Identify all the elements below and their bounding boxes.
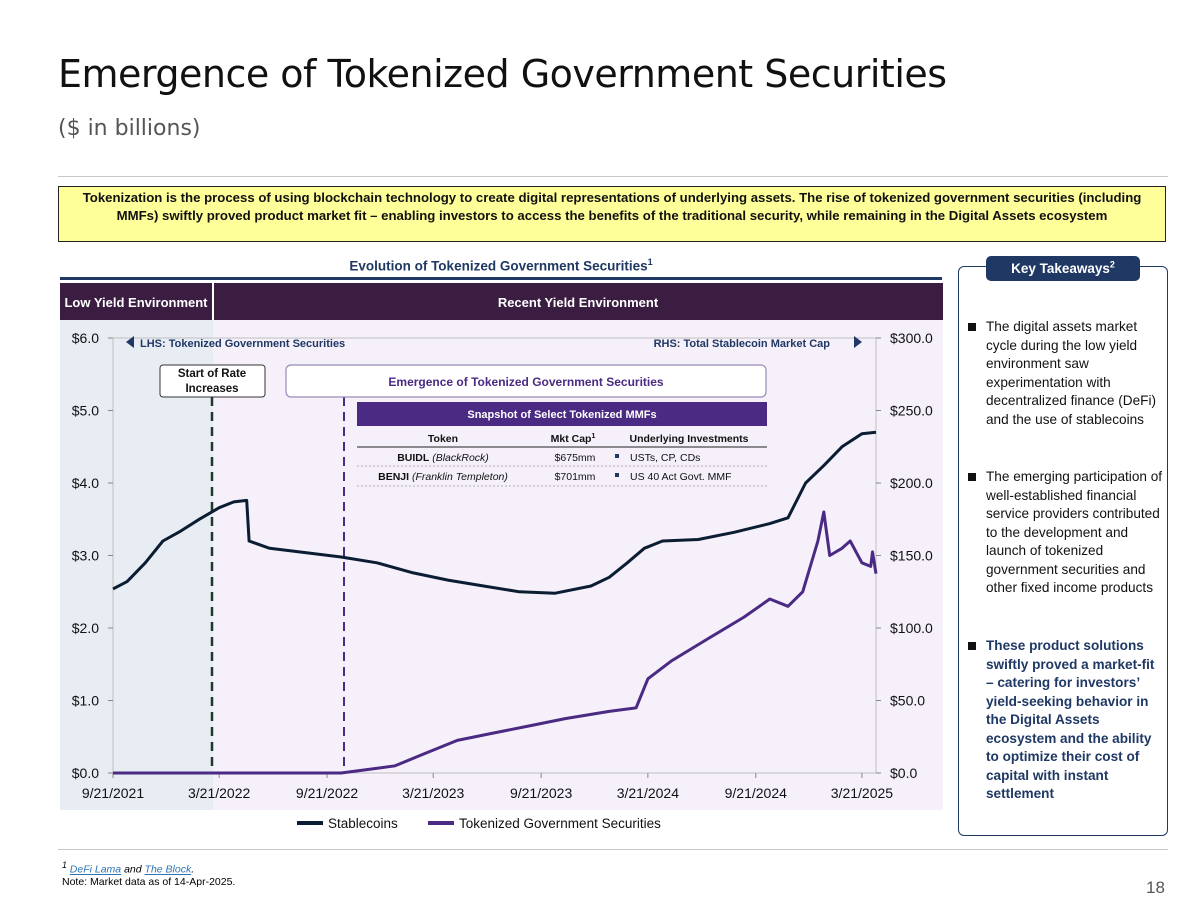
rhs-label: RHS: Total Stablecoin Market Cap [654,338,831,350]
mmf-col-mktcap: Mkt Cap1 [551,433,596,445]
footnote-sources: 1 DeFi Lama and The Block. [62,860,195,876]
rhs-arrow-icon [854,336,862,348]
mmf-row-mktcap: $675mm [555,452,596,464]
series-line-stablecoins [112,430,877,595]
y-right-tick-label: $50.0 [890,693,925,709]
mmf-row-underlying: US 40 Act Govt. MMF [630,471,732,483]
mmf-table-title: Snapshot of Select Tokenized MMFs [467,409,656,421]
y-right-tick-label: $250.0 [890,403,933,419]
y-left-tick-label: $5.0 [72,403,99,419]
header-divider [58,176,1168,177]
chart-title-rule [60,277,942,280]
y-right-tick-label: $100.0 [890,620,933,636]
square-bullet-icon [968,642,976,650]
band-low-yield-label: Low Yield Environment [64,295,208,310]
page-title: Emergence of Tokenized Government Securi… [58,52,947,96]
y-right-tick-label: $150.0 [890,548,933,564]
lhs-label: LHS: Tokenized Government Securities [140,338,345,350]
y-right-tick-label: $200.0 [890,475,933,491]
intro-callout: Tokenization is the process of using blo… [58,186,1166,242]
source-link-theblock[interactable]: The Block [144,863,192,876]
series-line-tokenized-govt-securities [113,510,878,775]
square-bullet-icon [968,473,976,481]
x-tick-label: 9/21/2023 [510,785,572,801]
low-yield-region [60,320,213,810]
market-data-note: Note: Market data as of 14-Apr-2025. [62,876,236,888]
mmf-col-token: Token [428,433,458,445]
x-tick-label: 3/21/2022 [188,785,250,801]
page-number: 18 [1146,878,1165,897]
mmf-row-underlying: USTs, CP, CDs [630,452,700,464]
band-recent-yield [214,283,943,320]
x-tick-label: 3/21/2024 [617,785,679,801]
mmf-table-header [357,402,767,426]
rate-increase-text-1: Start of Rate [178,368,246,380]
x-tick-label: 3/21/2025 [831,785,893,801]
lhs-arrow-icon [126,336,134,348]
source-link-defilama[interactable]: DeFi Lama [69,863,122,876]
x-tick-label: 9/21/2021 [82,785,144,801]
x-tick-label: 9/21/2024 [725,785,787,801]
band-low-yield [60,283,212,320]
y-left-tick-label: $6.0 [72,330,99,346]
y-left-tick-label: $0.0 [72,765,99,781]
mmf-row-mktcap: $701mm [555,471,596,483]
emergence-text: Emergence of Tokenized Government Securi… [388,375,664,389]
y-left-tick-label: $1.0 [72,693,99,709]
mmf-row-bullet-icon [615,473,619,477]
chart-title: Evolution of Tokenized Government Securi… [349,257,653,274]
y-right-tick-label: $300.0 [890,330,933,346]
mmf-col-underlying: Underlying Investments [629,433,748,445]
band-recent-yield-label: Recent Yield Environment [498,295,659,310]
legend-stablecoins-label: Stablecoins [328,816,398,831]
x-tick-label: 9/21/2022 [296,785,358,801]
square-bullet-icon [968,323,976,331]
mmf-row-token: BENJI (Franklin Templeton) [378,471,508,483]
rate-increase-text-2: Increases [185,383,238,395]
takeaways-heading: Key Takeaways2 [986,256,1140,281]
x-tick-label: 3/21/2023 [402,785,464,801]
emergence-box [285,364,767,398]
legend-tgs-label: Tokenized Government Securities [459,816,661,831]
y-left-tick-label: $4.0 [72,475,99,491]
mmf-row-token: BUIDL (BlackRock) [397,452,489,464]
rate-increase-box [159,364,266,398]
mmf-row-bullet-icon [615,454,619,458]
recent-yield-region [213,320,943,810]
y-left-tick-label: $2.0 [72,620,99,636]
y-left-tick-label: $3.0 [72,548,99,564]
footer-divider [58,849,1168,850]
y-right-tick-label: $0.0 [890,765,917,781]
page-subtitle: ($ in billions) [58,116,201,141]
